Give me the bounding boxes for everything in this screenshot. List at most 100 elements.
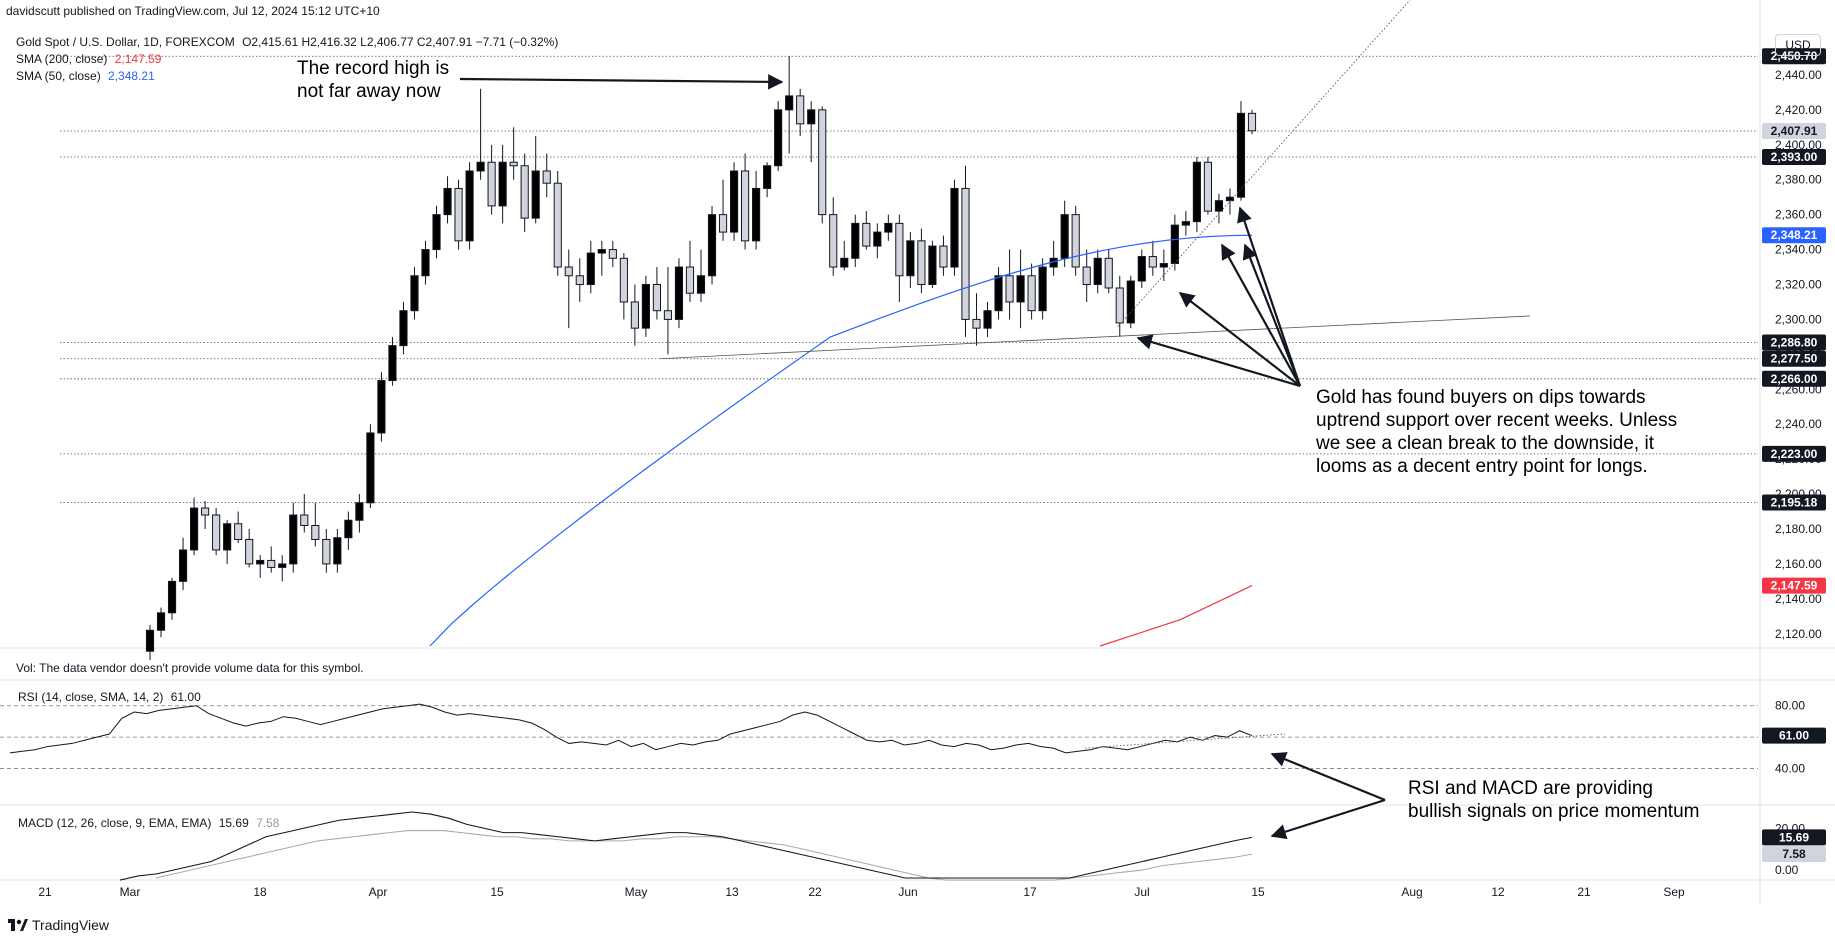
macd-tick-label: 0.00	[1775, 863, 1799, 877]
sma200-legend: SMA (200, close) 2,147.59	[16, 52, 165, 66]
level-box	[1762, 149, 1826, 166]
level-box	[1762, 577, 1826, 594]
candle-body	[950, 187, 959, 268]
x-tick-label: 17	[1023, 885, 1037, 899]
level-label: 2,195.18	[1771, 495, 1818, 509]
candle-body	[289, 514, 298, 565]
level-label: 2,450.70	[1771, 49, 1818, 63]
level-label: 2,407.91	[1771, 124, 1818, 138]
candle-body	[1181, 221, 1190, 226]
sma50-label: SMA (50, close)	[16, 69, 101, 83]
macd-value-box-label: 15.69	[1779, 830, 1809, 844]
annotation-arrow	[1221, 243, 1301, 387]
candle-body	[145, 629, 155, 652]
annotation-arrow	[1136, 334, 1301, 388]
candle-body	[311, 524, 320, 540]
macd-signal-value: 7.58	[256, 816, 280, 830]
candle-body	[597, 249, 606, 254]
candle-body	[994, 275, 1003, 312]
rsi-tick-label: 80.00	[1775, 699, 1805, 713]
candle-body	[906, 240, 915, 277]
candle-body	[344, 519, 353, 539]
candle-body	[674, 266, 684, 320]
level-label: 2,348.21	[1771, 228, 1818, 242]
candle-body	[564, 266, 573, 277]
published-line: davidscutt published on TradingView.com,…	[6, 4, 380, 18]
candle-body	[608, 249, 617, 259]
macd-value: 15.69	[218, 816, 249, 830]
candle-body	[1016, 275, 1025, 303]
candle-body	[972, 318, 981, 329]
candle-body	[377, 380, 386, 434]
rsi-tick-label: 40.00	[1775, 762, 1805, 776]
y-tick-label: 2,380.00	[1775, 173, 1822, 187]
candle-body	[167, 580, 177, 614]
candle-body	[531, 170, 540, 219]
candle-body	[575, 275, 584, 285]
candle-body	[1148, 256, 1157, 268]
rsi-legend: RSI (14, close, SMA, 14, 2) 61.00	[18, 690, 205, 704]
macd-line	[119, 811, 1253, 881]
candle-body	[454, 187, 463, 242]
level-box	[1762, 370, 1826, 387]
sma200-line	[1099, 585, 1253, 647]
currency-button[interactable]: USD	[1775, 34, 1821, 56]
tradingview-logo-text: TradingView	[32, 917, 110, 933]
x-tick-label: 18	[253, 885, 267, 899]
candle-body	[178, 549, 188, 582]
x-tick-label: May	[625, 885, 648, 899]
candle-body	[355, 502, 364, 521]
candle-body	[1093, 257, 1102, 285]
rsi-value-box	[1762, 727, 1826, 744]
candle-body	[278, 563, 287, 568]
x-tick-label: 21	[1577, 885, 1591, 899]
candle-body	[553, 182, 562, 268]
level-label: 2,266.00	[1771, 372, 1818, 386]
level-label: 2,393.00	[1771, 150, 1818, 164]
level-label: 2,223.00	[1771, 447, 1818, 461]
annotation-arrow	[1270, 752, 1386, 802]
candle-body	[1236, 112, 1246, 198]
x-tick-label: Aug	[1401, 885, 1422, 899]
x-tick-label: 12	[1491, 885, 1505, 899]
candle-body	[1082, 266, 1091, 285]
annotation-gold-support: Gold has found buyers on dips towards up…	[1316, 387, 1678, 477]
candle-body	[895, 222, 904, 277]
x-tick-label: 22	[808, 885, 822, 899]
candle-body	[917, 240, 926, 285]
tradingview-logo[interactable]: TradingView	[8, 917, 109, 933]
candle-body	[663, 310, 673, 320]
support-trend-line	[659, 315, 1531, 360]
candle-body	[763, 165, 772, 189]
sma200-value: 2,147.59	[114, 52, 162, 66]
candle-body	[1027, 275, 1036, 312]
level-label: 2,277.50	[1771, 352, 1818, 366]
macd-label: MACD (12, 26, close, 9, EMA, EMA)	[18, 816, 212, 830]
candle-body	[630, 301, 639, 329]
candle-body	[619, 257, 628, 303]
candle-body	[476, 161, 485, 172]
candle-body	[685, 266, 695, 294]
candle-body	[1071, 214, 1080, 268]
sma200-label: SMA (200, close)	[16, 52, 108, 66]
ohlc-values: O2,415.61 H2,416.32 L2,406.77 C2,407.91 …	[242, 35, 559, 49]
candle-body	[542, 170, 551, 184]
candle-body	[807, 109, 816, 125]
candle-body	[1137, 256, 1146, 282]
level-box	[1762, 227, 1826, 244]
candle-body	[752, 187, 761, 242]
candle-body	[366, 432, 375, 504]
candle-body	[1225, 196, 1235, 202]
macd-signal-box-label: 7.58	[1782, 847, 1806, 861]
candle-body	[245, 538, 254, 565]
macd-legend: MACD (12, 26, close, 9, EMA, EMA) 15.69 …	[18, 816, 283, 830]
candle-body	[729, 170, 739, 233]
candle-body	[212, 514, 221, 551]
candle-body	[939, 245, 948, 268]
candle-body	[1247, 112, 1257, 132]
annotation-record-high: The record high is not far away now	[297, 58, 450, 102]
x-tick-label: 15	[490, 885, 504, 899]
x-tick-label: Apr	[369, 885, 388, 899]
candle-body	[928, 245, 937, 285]
